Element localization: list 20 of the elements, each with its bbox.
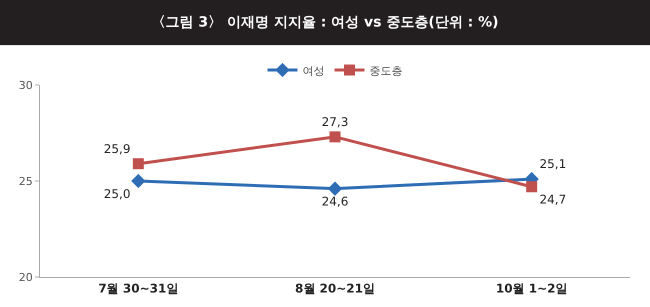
data-label: 25,9 [104, 142, 130, 156]
x-tick-label: 8월 20~21일 [295, 281, 375, 296]
chart-title: 〈그림 3〉 이재명 지지율 : 여성 vs 중도층(단위 : %) [151, 14, 499, 30]
data-label: 27,3 [322, 114, 348, 129]
y-tick-label: 20 [18, 270, 33, 284]
data-label: 25,1 [540, 157, 566, 172]
point [330, 131, 340, 142]
legend-label: 중도층 [370, 64, 402, 78]
point [132, 158, 144, 170]
data-label: 24,6 [322, 194, 348, 209]
y-tick-label: 30 [18, 78, 33, 92]
point [131, 174, 146, 188]
y-tick-label: 25 [18, 174, 33, 188]
legend-label: 여성 [302, 64, 324, 78]
data-label: 24,7 [540, 192, 566, 207]
x-tick-label: 7월 30~31일 [98, 281, 178, 296]
data-label: 25,0 [104, 186, 130, 201]
point [328, 182, 342, 196]
x-tick-label: 10월 1~2일 [496, 281, 568, 296]
point [526, 181, 538, 192]
